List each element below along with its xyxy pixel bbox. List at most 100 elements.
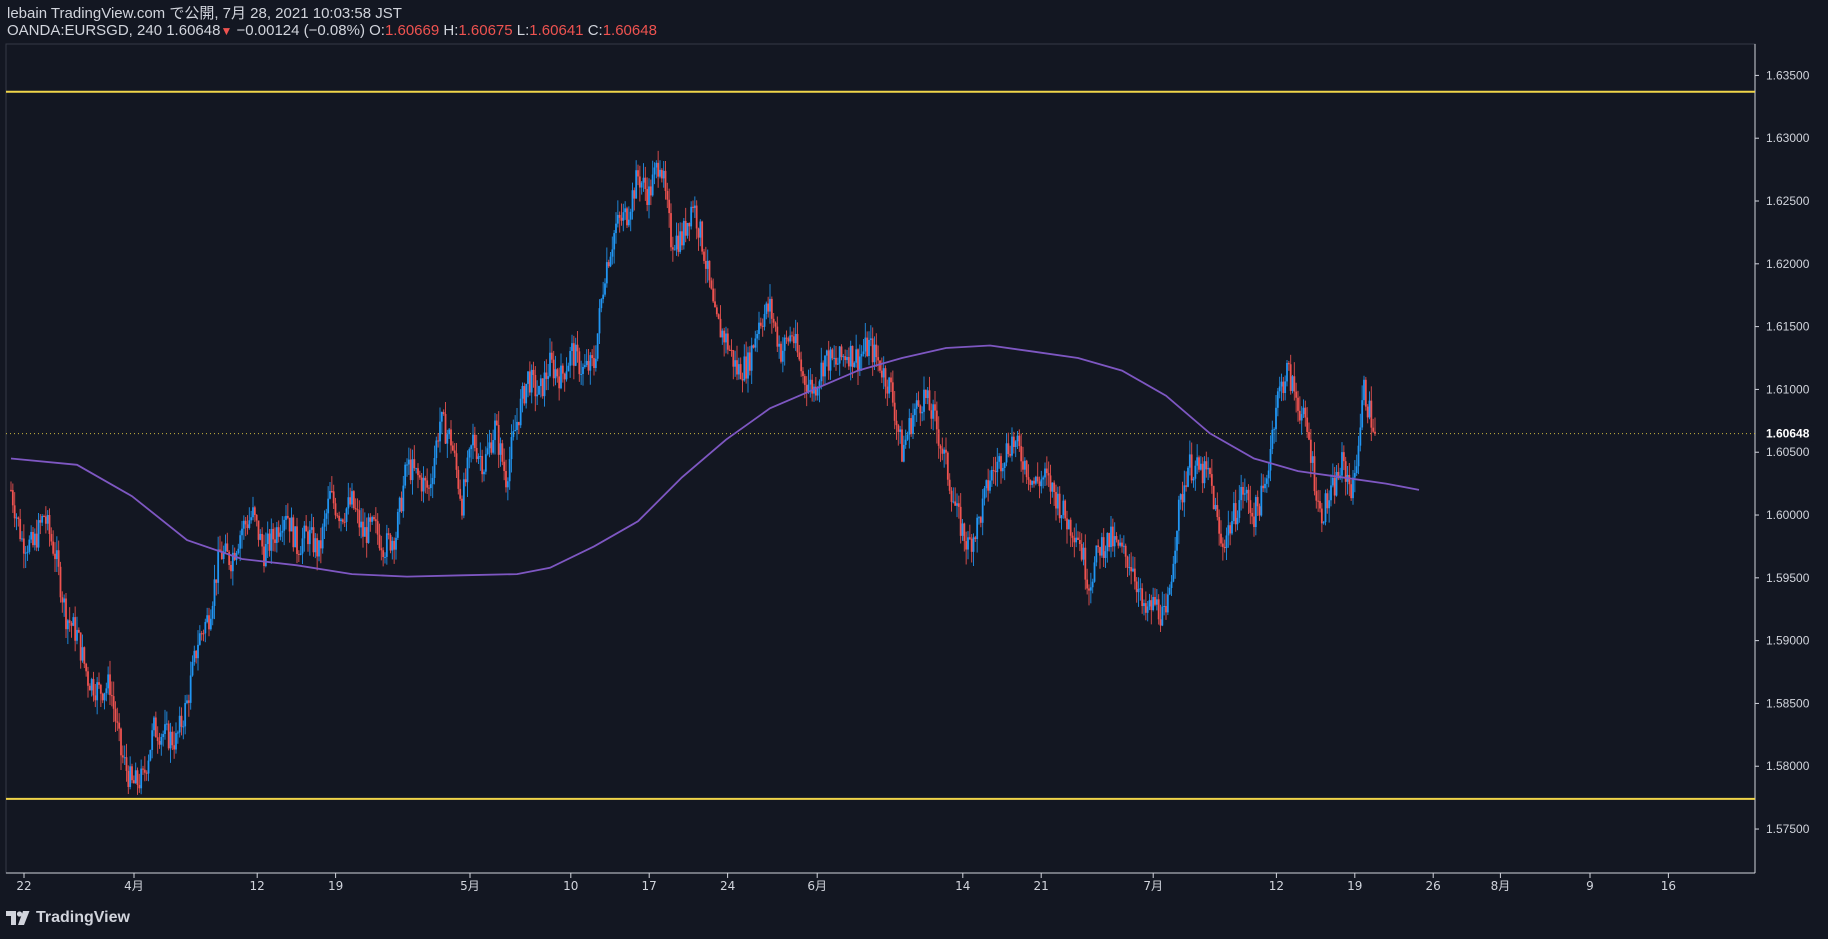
- candle-body: [1335, 471, 1338, 496]
- candle-body: [99, 684, 102, 694]
- candle-body: [98, 682, 100, 685]
- candle-body: [780, 343, 782, 362]
- candle-body: [763, 313, 766, 327]
- horizontal-lines[interactable]: [6, 90, 1755, 800]
- candle-body: [1322, 522, 1325, 524]
- candle-body: [877, 357, 880, 361]
- candle-body: [928, 390, 931, 411]
- candle-body: [371, 517, 374, 522]
- current-price-label: 1.60648: [1766, 427, 1810, 441]
- candle-body: [330, 491, 333, 493]
- candle-body: [1368, 400, 1371, 418]
- candle-body: [622, 212, 625, 221]
- candle-body: [354, 508, 357, 510]
- candle-body: [708, 260, 711, 281]
- candle-body: [699, 221, 702, 238]
- candle-body: [28, 539, 31, 552]
- candle-body: [992, 469, 995, 472]
- time-tick-label: 10: [563, 879, 578, 893]
- candle-body: [800, 359, 803, 372]
- candle-body: [869, 338, 872, 340]
- candle-body: [356, 509, 359, 511]
- candle-body: [1000, 456, 1002, 472]
- open-value: 1.60669: [384, 22, 440, 39]
- price-tick-label: 1.63500: [1766, 68, 1810, 82]
- candle-body: [514, 429, 517, 432]
- candle-body: [879, 360, 881, 371]
- candle-body: [70, 622, 73, 626]
- time-tick-label: 4月: [124, 879, 144, 893]
- candle-body: [1141, 588, 1144, 607]
- candle-body: [459, 488, 462, 499]
- time-tick-label: 24: [720, 879, 735, 893]
- candle-body: [1077, 537, 1079, 540]
- candle-body: [844, 356, 847, 361]
- candle-body: [692, 206, 694, 209]
- candle-body: [1352, 477, 1354, 499]
- candle-body: [1005, 443, 1008, 463]
- candle-body: [1315, 491, 1318, 501]
- candle-body: [1295, 391, 1298, 398]
- candle-body: [957, 503, 960, 507]
- candle-body: [816, 388, 819, 396]
- candle-body: [472, 434, 474, 446]
- candle-body: [1232, 503, 1235, 522]
- candle-body: [222, 551, 225, 560]
- candle-body: [169, 731, 172, 749]
- candle-body: [723, 330, 726, 343]
- candle-body: [1210, 474, 1213, 486]
- candle-body: [112, 696, 115, 709]
- candle-body: [120, 728, 122, 756]
- candle-body: [792, 336, 795, 344]
- candle-body: [204, 621, 207, 634]
- candle-body: [681, 231, 683, 246]
- candle-body: [347, 497, 350, 509]
- candle-body: [1227, 525, 1230, 536]
- candle-body: [717, 314, 720, 319]
- candle-body: [226, 543, 229, 552]
- candle-body: [543, 372, 546, 397]
- candle-body: [308, 529, 311, 545]
- candle-body: [772, 318, 775, 323]
- high-value: 1.60675: [458, 22, 513, 39]
- candle-body: [1064, 500, 1067, 519]
- candle-body: [446, 434, 449, 444]
- symbol-label[interactable]: OANDA:EURSGD, 240: [7, 22, 163, 39]
- candle-body: [296, 526, 298, 554]
- candle-body: [825, 350, 828, 356]
- candle-body: [673, 249, 676, 251]
- candle-body: [527, 371, 529, 384]
- candle-body: [1308, 432, 1310, 440]
- candle-body: [1302, 407, 1305, 415]
- candle-body: [435, 440, 438, 459]
- candle-body: [682, 220, 685, 246]
- candle-body: [1029, 479, 1032, 485]
- candle-body: [1223, 546, 1226, 549]
- candle-body: [1364, 379, 1367, 407]
- candle-body: [818, 381, 821, 389]
- candle-body: [1242, 486, 1244, 495]
- time-axis[interactable]: 22 4月 12 19 5月 10 17 24 6月 14 21 7月 12 19 26 8月 9 16: [16, 873, 1676, 893]
- candle-body: [77, 629, 80, 633]
- candle-body: [934, 404, 936, 411]
- candles: [10, 150, 1376, 795]
- candle-body: [1328, 500, 1331, 509]
- candle-body: [1251, 512, 1254, 517]
- candle-body: [1040, 479, 1043, 487]
- candle-body: [651, 174, 654, 196]
- candle-body: [1163, 605, 1166, 607]
- candle-body: [794, 333, 797, 344]
- candle-body: [483, 471, 485, 475]
- candle-body: [893, 402, 896, 421]
- candle-body: [1293, 376, 1296, 392]
- price-axis[interactable]: 1.63500 1.63000 1.62500 1.62000 1.61500 1.610…: [1755, 68, 1814, 836]
- candle-body: [1014, 441, 1017, 447]
- candle-body: [736, 360, 738, 375]
- candle-body: [1172, 563, 1175, 582]
- candle-body: [769, 298, 771, 312]
- candle-body: [39, 520, 42, 523]
- candle-body: [686, 222, 689, 236]
- candle-body: [228, 551, 231, 565]
- price-tick-label: 1.59500: [1766, 571, 1810, 585]
